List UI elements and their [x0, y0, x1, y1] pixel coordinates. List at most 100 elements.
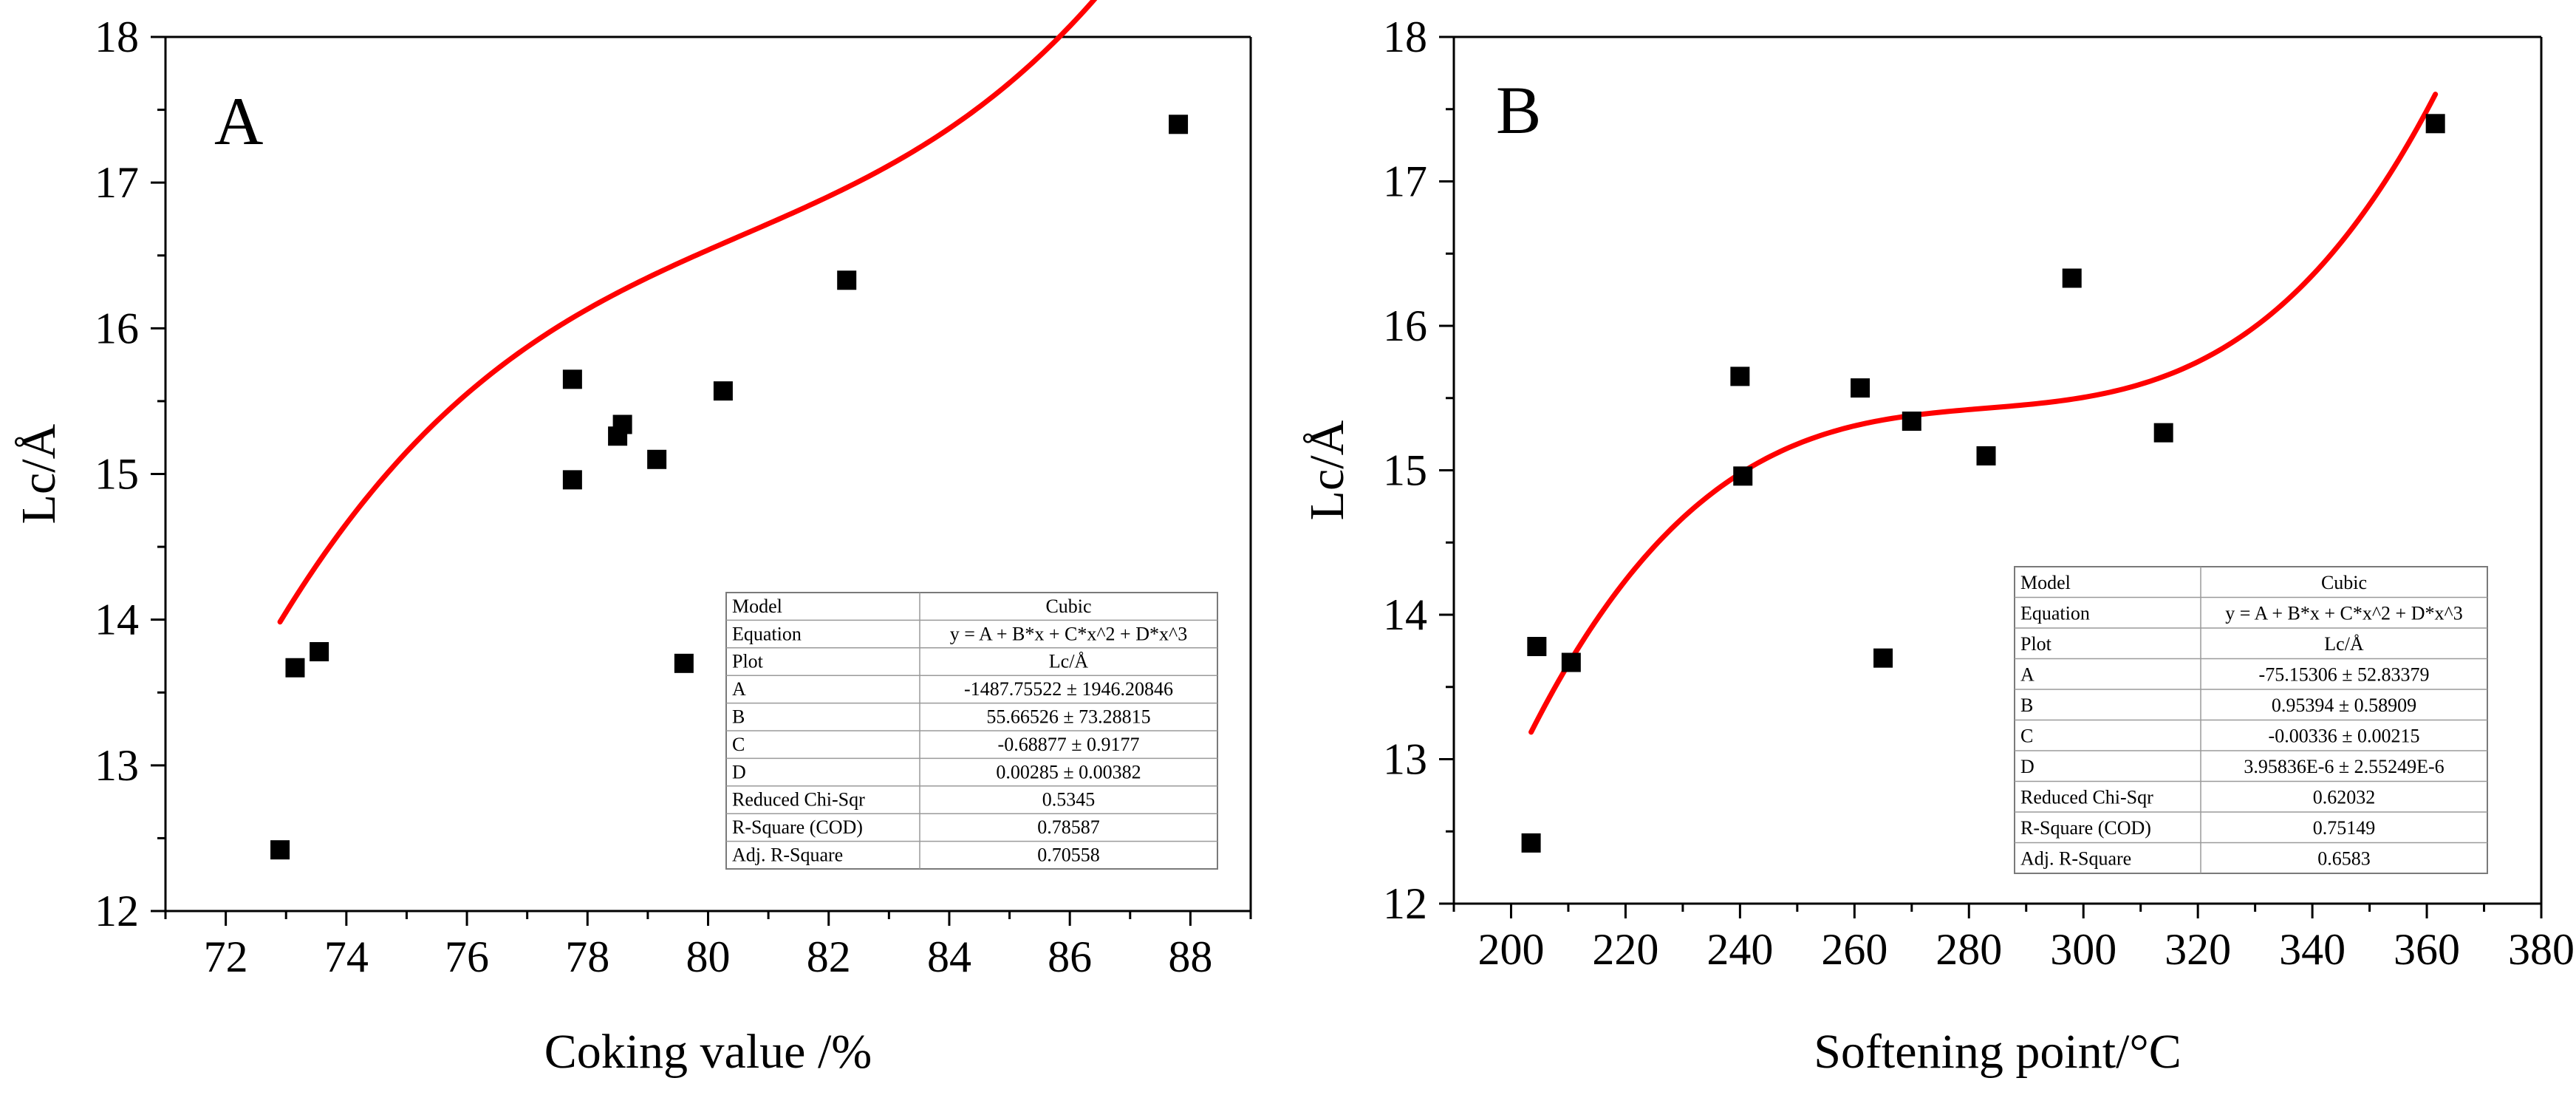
x-axis-title: Softening point/°C: [1814, 1025, 2182, 1079]
fit-table: Model Cubic Equation y = A + B*x + C*x^2 + …: [725, 592, 1218, 870]
data-point: [837, 270, 857, 290]
fit-table-label: Reduced Chi-Sqr: [2020, 786, 2153, 808]
y-tick-label: 17: [1383, 157, 1427, 206]
data-point: [1873, 648, 1893, 668]
y-tick-label: 16: [1383, 301, 1427, 350]
fit-table-value: 0.70558: [1037, 845, 1100, 866]
x-tick-label: 220: [1592, 925, 1658, 974]
data-point: [674, 653, 694, 673]
data-point: [1730, 366, 1750, 386]
chart-panel-b: 200 220 240 260 280 300 320 340 360 380 12 13 14 15 16…: [1300, 13, 2575, 1079]
x-tick-label: 72: [204, 932, 248, 981]
data-point: [1527, 637, 1547, 657]
fit-table-label: Plot: [732, 651, 764, 672]
fit-table-value: -0.68877 ± 0.9177: [998, 734, 1140, 755]
fit-table-label: Adj. R-Square: [732, 845, 843, 866]
fit-table-label: B: [2020, 695, 2033, 716]
panel-letter: A: [214, 83, 263, 159]
x-tick-label: 84: [927, 932, 971, 981]
x-tick-label: 360: [2394, 925, 2460, 974]
x-tick-label: 300: [2050, 925, 2117, 974]
data-point: [562, 369, 582, 389]
fit-table: Model Cubic Equation y = A + B*x + C*x^2 + …: [2014, 566, 2488, 874]
x-axis-title: Coking value /%: [544, 1025, 872, 1079]
x-tick-label: 380: [2508, 925, 2575, 974]
fit-table-label: Model: [2020, 572, 2071, 593]
y-tick-label: 15: [1383, 446, 1427, 495]
data-point: [1521, 833, 1541, 853]
fit-table-label: C: [2020, 725, 2033, 746]
x-tick-label: 320: [2165, 925, 2231, 974]
chart-panel-a: 72 74 76 78 80 82 84 86 88 12 13 14 15 16 17 18 Coking v…: [12, 0, 1252, 1079]
fit-table-label: A: [732, 678, 746, 700]
x-tick-label: 86: [1048, 932, 1092, 981]
data-point: [285, 658, 305, 678]
fit-table-value: 0.78587: [1037, 816, 1100, 838]
fit-table-value: -75.15306 ± 52.83379: [2259, 664, 2430, 685]
x-tick-label: 78: [565, 932, 609, 981]
y-tick-label: 17: [95, 158, 139, 207]
data-point: [2062, 268, 2082, 288]
fit-table-value: y = A + B*x + C*x^2 + D*x^3: [950, 623, 1187, 644]
y-tick-label: 13: [95, 741, 139, 790]
fit-table-value: Cubic: [2321, 572, 2367, 593]
fit-table-value: 55.66526 ± 73.28815: [986, 706, 1150, 728]
y-tick-label: 12: [1383, 879, 1427, 928]
x-tick-label: 80: [686, 932, 731, 981]
y-axis-title: Lc/Å: [12, 423, 66, 524]
fit-table-value: -1487.75522 ± 1946.20846: [964, 678, 1173, 700]
fit-table-value: 0.62032: [2313, 786, 2376, 808]
x-tick-label: 88: [1168, 932, 1212, 981]
data-point: [562, 470, 582, 490]
fit-table-label: A: [2020, 664, 2035, 685]
fit-table-value: Cubic: [1045, 596, 1091, 617]
data-point: [713, 381, 733, 401]
fit-table-label: R-Square (COD): [2020, 817, 2151, 839]
data-point: [1169, 115, 1189, 134]
data-point: [270, 840, 290, 860]
fit-table-value: 0.95394 ± 0.58909: [2272, 695, 2416, 716]
fit-table-label: D: [2020, 756, 2035, 777]
y-tick-label: 12: [95, 887, 139, 935]
y-tick-label: 16: [95, 304, 139, 352]
fit-curve: [1528, 92, 2439, 735]
data-point: [2425, 114, 2445, 134]
fit-table-label: B: [732, 706, 745, 728]
fit-table-label: Plot: [2020, 633, 2052, 655]
fit-table-label: Model: [732, 596, 782, 617]
fit-table-value: 0.75149: [2313, 817, 2376, 839]
y-tick-label: 18: [95, 13, 139, 61]
fit-table-label: Equation: [732, 623, 802, 644]
fit-table-value: 0.00285 ± 0.00382: [996, 761, 1141, 782]
fit-table-label: C: [732, 734, 745, 755]
fit-table-label: Adj. R-Square: [2020, 847, 2131, 869]
data-point: [310, 642, 329, 662]
y-tick-label: 14: [1383, 590, 1427, 639]
fit-table-value: -0.00336 ± 0.00215: [2269, 725, 2420, 746]
y-tick-label: 13: [1383, 735, 1427, 784]
data-point: [1733, 466, 1753, 486]
fit-table-label: D: [732, 761, 746, 782]
data-point: [2153, 423, 2173, 443]
data-point: [1561, 652, 1581, 672]
fit-table-label: Equation: [2020, 602, 2090, 624]
x-tick-label: 340: [2279, 925, 2346, 974]
x-tick-label: 260: [1821, 925, 1887, 974]
data-point: [647, 449, 667, 469]
x-tick-label: 280: [1936, 925, 2002, 974]
fit-table-label: Reduced Chi-Sqr: [732, 789, 865, 811]
y-tick-label: 15: [95, 450, 139, 499]
y-tick-label: 18: [1383, 13, 1427, 61]
fit-table-value: Lc/Å: [2324, 633, 2364, 655]
data-point: [1851, 378, 1870, 398]
data-point: [1976, 446, 1996, 465]
fit-curve: [277, 0, 1098, 625]
fit-table-value: Lc/Å: [1049, 651, 1089, 672]
y-axis-title: Lc/Å: [1300, 420, 1354, 520]
fit-table-value: 0.6583: [2317, 847, 2371, 869]
x-tick-label: 82: [807, 932, 851, 981]
x-tick-label: 240: [1706, 925, 1773, 974]
x-tick-label: 76: [445, 932, 489, 981]
